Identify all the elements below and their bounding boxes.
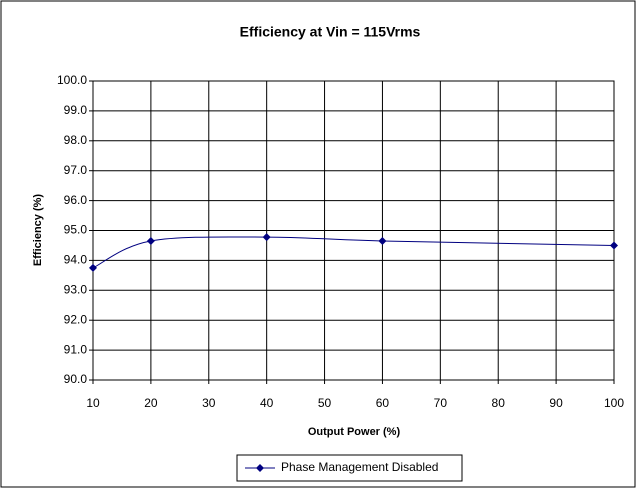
x-tick-label: 90: [549, 396, 563, 410]
x-tick-label: 10: [86, 396, 100, 410]
x-tick-label: 40: [260, 396, 274, 410]
data-point: [378, 236, 387, 245]
data-point: [89, 263, 97, 272]
y-tick-label: 97.0: [64, 163, 88, 177]
x-axis-label: Output Power (%): [308, 426, 401, 438]
y-tick-label: 99.0: [64, 103, 88, 117]
y-tick-label: 98.0: [64, 133, 88, 147]
y-tick-label: 93.0: [64, 282, 88, 296]
data-point: [262, 233, 271, 242]
legend-marker: [256, 464, 264, 472]
x-tick-label: 60: [376, 396, 390, 410]
y-tick-label: 94.0: [64, 253, 88, 267]
y-tick-label: 96.0: [64, 193, 88, 207]
x-tick-label: 100: [604, 396, 624, 410]
data-point: [146, 236, 155, 245]
y-tick-label: 92.0: [64, 312, 88, 326]
x-tick-label: 80: [492, 396, 506, 410]
x-tick-label: 20: [144, 396, 158, 410]
chart-title: Efficiency at Vin = 115Vrms: [240, 24, 421, 40]
series-line: [92, 236, 615, 269]
x-tick-label: 30: [202, 396, 216, 410]
y-axis-label: Efficiency (%): [32, 194, 44, 266]
data-point: [610, 241, 618, 250]
x-tick-label: 50: [318, 396, 332, 410]
y-tick-label: 100.0: [57, 73, 87, 87]
x-tick-label: 70: [434, 396, 448, 410]
y-tick-label: 95.0: [64, 223, 88, 237]
legend-label: Phase Management Disabled: [281, 460, 438, 474]
y-tick-label: 91.0: [64, 342, 88, 356]
y-tick-label: 90.0: [64, 372, 88, 386]
